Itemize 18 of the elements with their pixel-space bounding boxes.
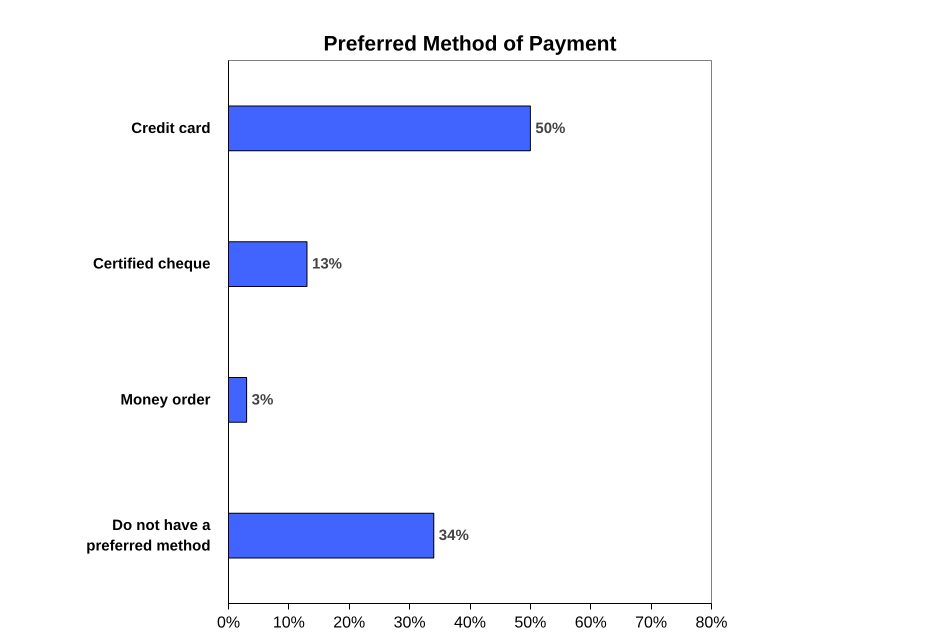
y-tick-label: Do not have a preferred method (86, 516, 212, 554)
x-tick-label: 70% (635, 614, 668, 632)
x-tick-label: 0% (216, 614, 240, 632)
data-label: 34% (438, 527, 469, 544)
data-label: 13% (312, 256, 342, 273)
x-tick-label: 20% (333, 614, 366, 632)
y-tick-label: Certified cheque (92, 256, 211, 273)
x-tick-label: 80% (695, 614, 728, 632)
chart-title: Preferred Method of Payment (324, 32, 616, 56)
data-label: 3% (252, 391, 274, 408)
y-tick-label: Money order (120, 391, 211, 408)
x-tick-label: 30% (394, 614, 426, 632)
data-label: 50% (535, 120, 566, 137)
x-tick-label: 60% (574, 614, 607, 632)
y-tick-label: Credit card (131, 120, 211, 137)
x-tick-label: 10% (272, 614, 305, 632)
x-tick-label: 50% (514, 614, 546, 632)
x-tick-label: 40% (454, 614, 486, 632)
